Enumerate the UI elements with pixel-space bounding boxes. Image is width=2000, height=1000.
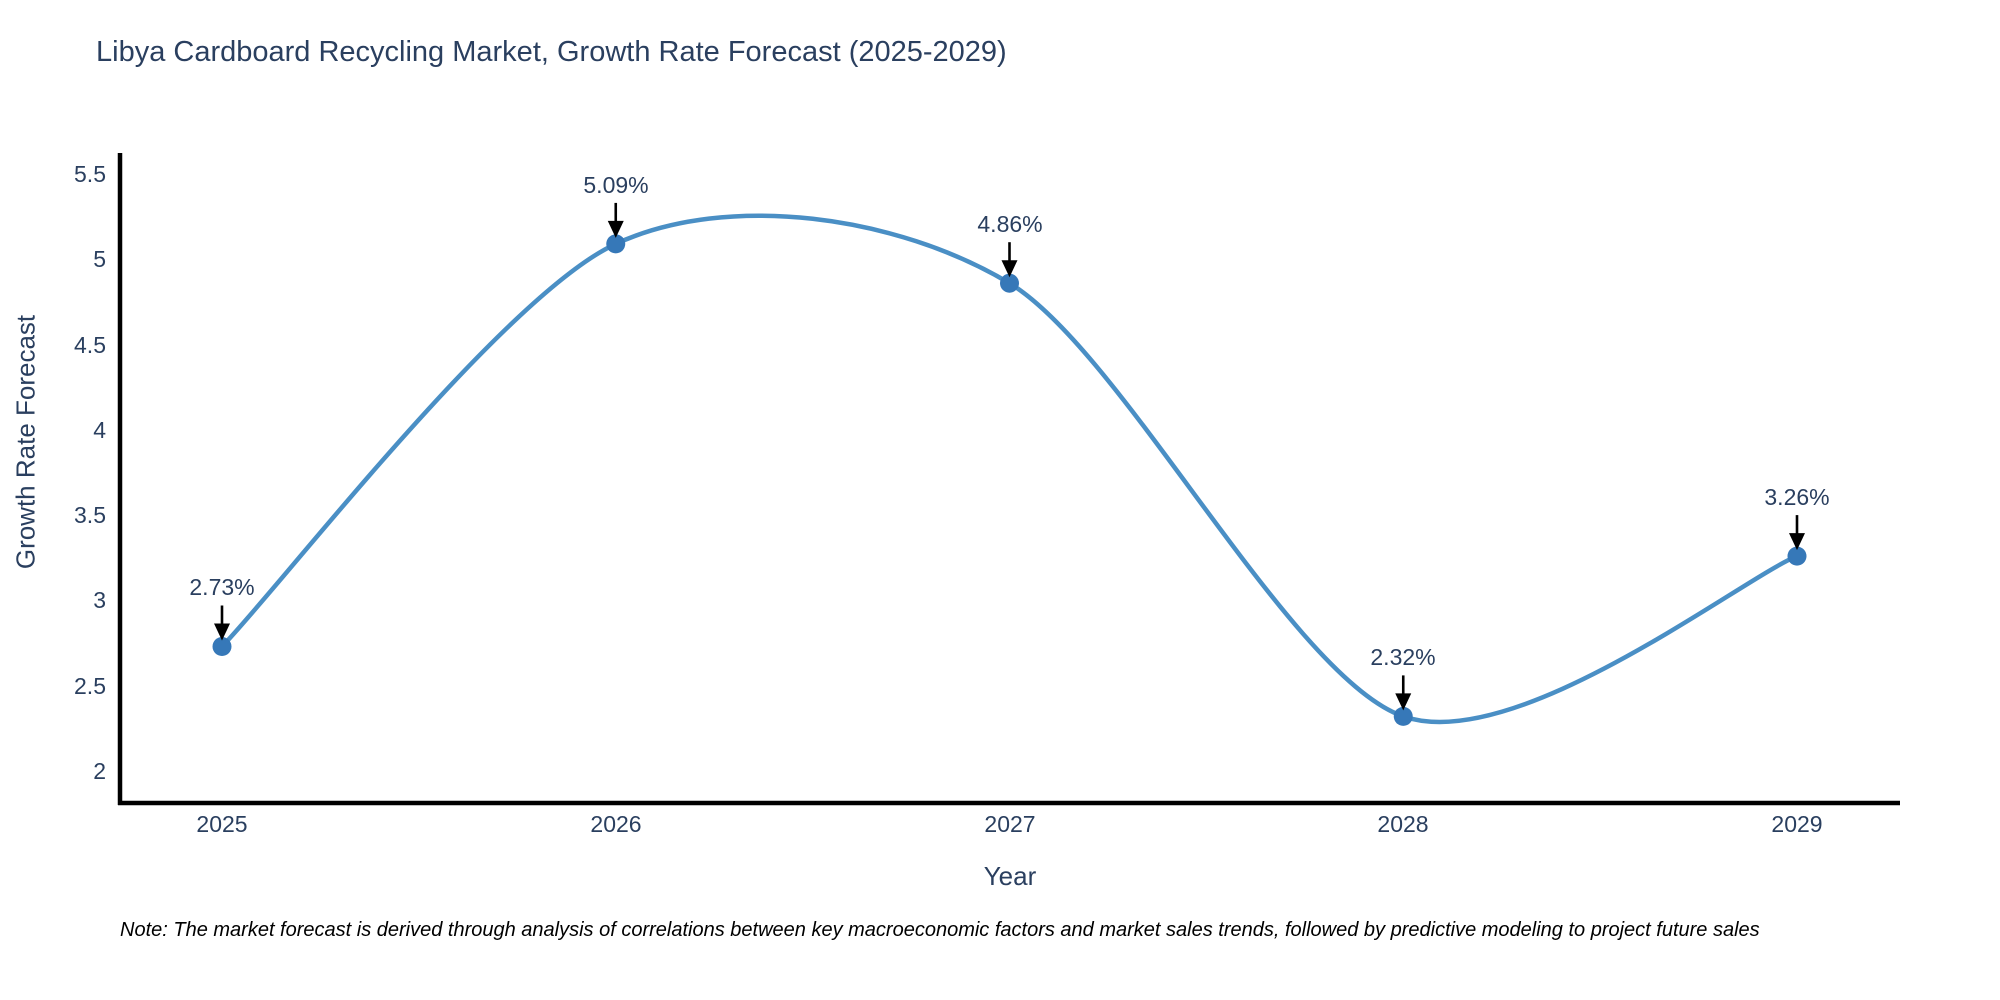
annotation-arrow-head <box>214 623 230 641</box>
x-axis-title: Year <box>983 861 1037 891</box>
chart-title: Libya Cardboard Recycling Market, Growth… <box>96 36 1007 68</box>
annotation-arrow-head <box>1789 533 1805 551</box>
data-point-marker <box>212 637 232 656</box>
annotation-arrow-head <box>607 220 624 238</box>
data-point-marker <box>1000 273 1019 293</box>
data-point-label: 2.73% <box>189 574 255 600</box>
annotation-arrow-head <box>1001 260 1018 278</box>
data-point-label: 4.86% <box>977 211 1043 237</box>
y-tick-label: 5 <box>93 246 106 272</box>
footnote: Note: The market forecast is derived thr… <box>120 919 1760 941</box>
x-tick-label: 2029 <box>1771 811 1823 837</box>
x-tick-label: 2026 <box>590 811 642 837</box>
y-tick-label: 2 <box>93 758 106 784</box>
data-point-label: 2.32% <box>1370 644 1436 670</box>
data-point-label: 3.26% <box>1764 484 1830 510</box>
data-point-marker <box>1787 546 1807 566</box>
data-point-marker <box>606 234 626 254</box>
x-tick-label: 2028 <box>1377 811 1429 837</box>
y-tick-label: 3 <box>93 587 106 613</box>
y-tick-label: 5.5 <box>74 161 106 187</box>
y-tick-label: 3.5 <box>74 502 106 528</box>
x-tick-label: 2027 <box>984 811 1036 837</box>
y-tick-label: 4 <box>93 417 106 443</box>
y-tick-label: 2.5 <box>74 673 106 699</box>
x-tick-label: 2025 <box>196 811 248 837</box>
data-point-label: 5.09% <box>583 172 649 198</box>
y-tick-label: 4.5 <box>74 332 106 358</box>
data-point-marker <box>1393 706 1413 726</box>
annotation-arrow-head <box>1395 693 1412 711</box>
